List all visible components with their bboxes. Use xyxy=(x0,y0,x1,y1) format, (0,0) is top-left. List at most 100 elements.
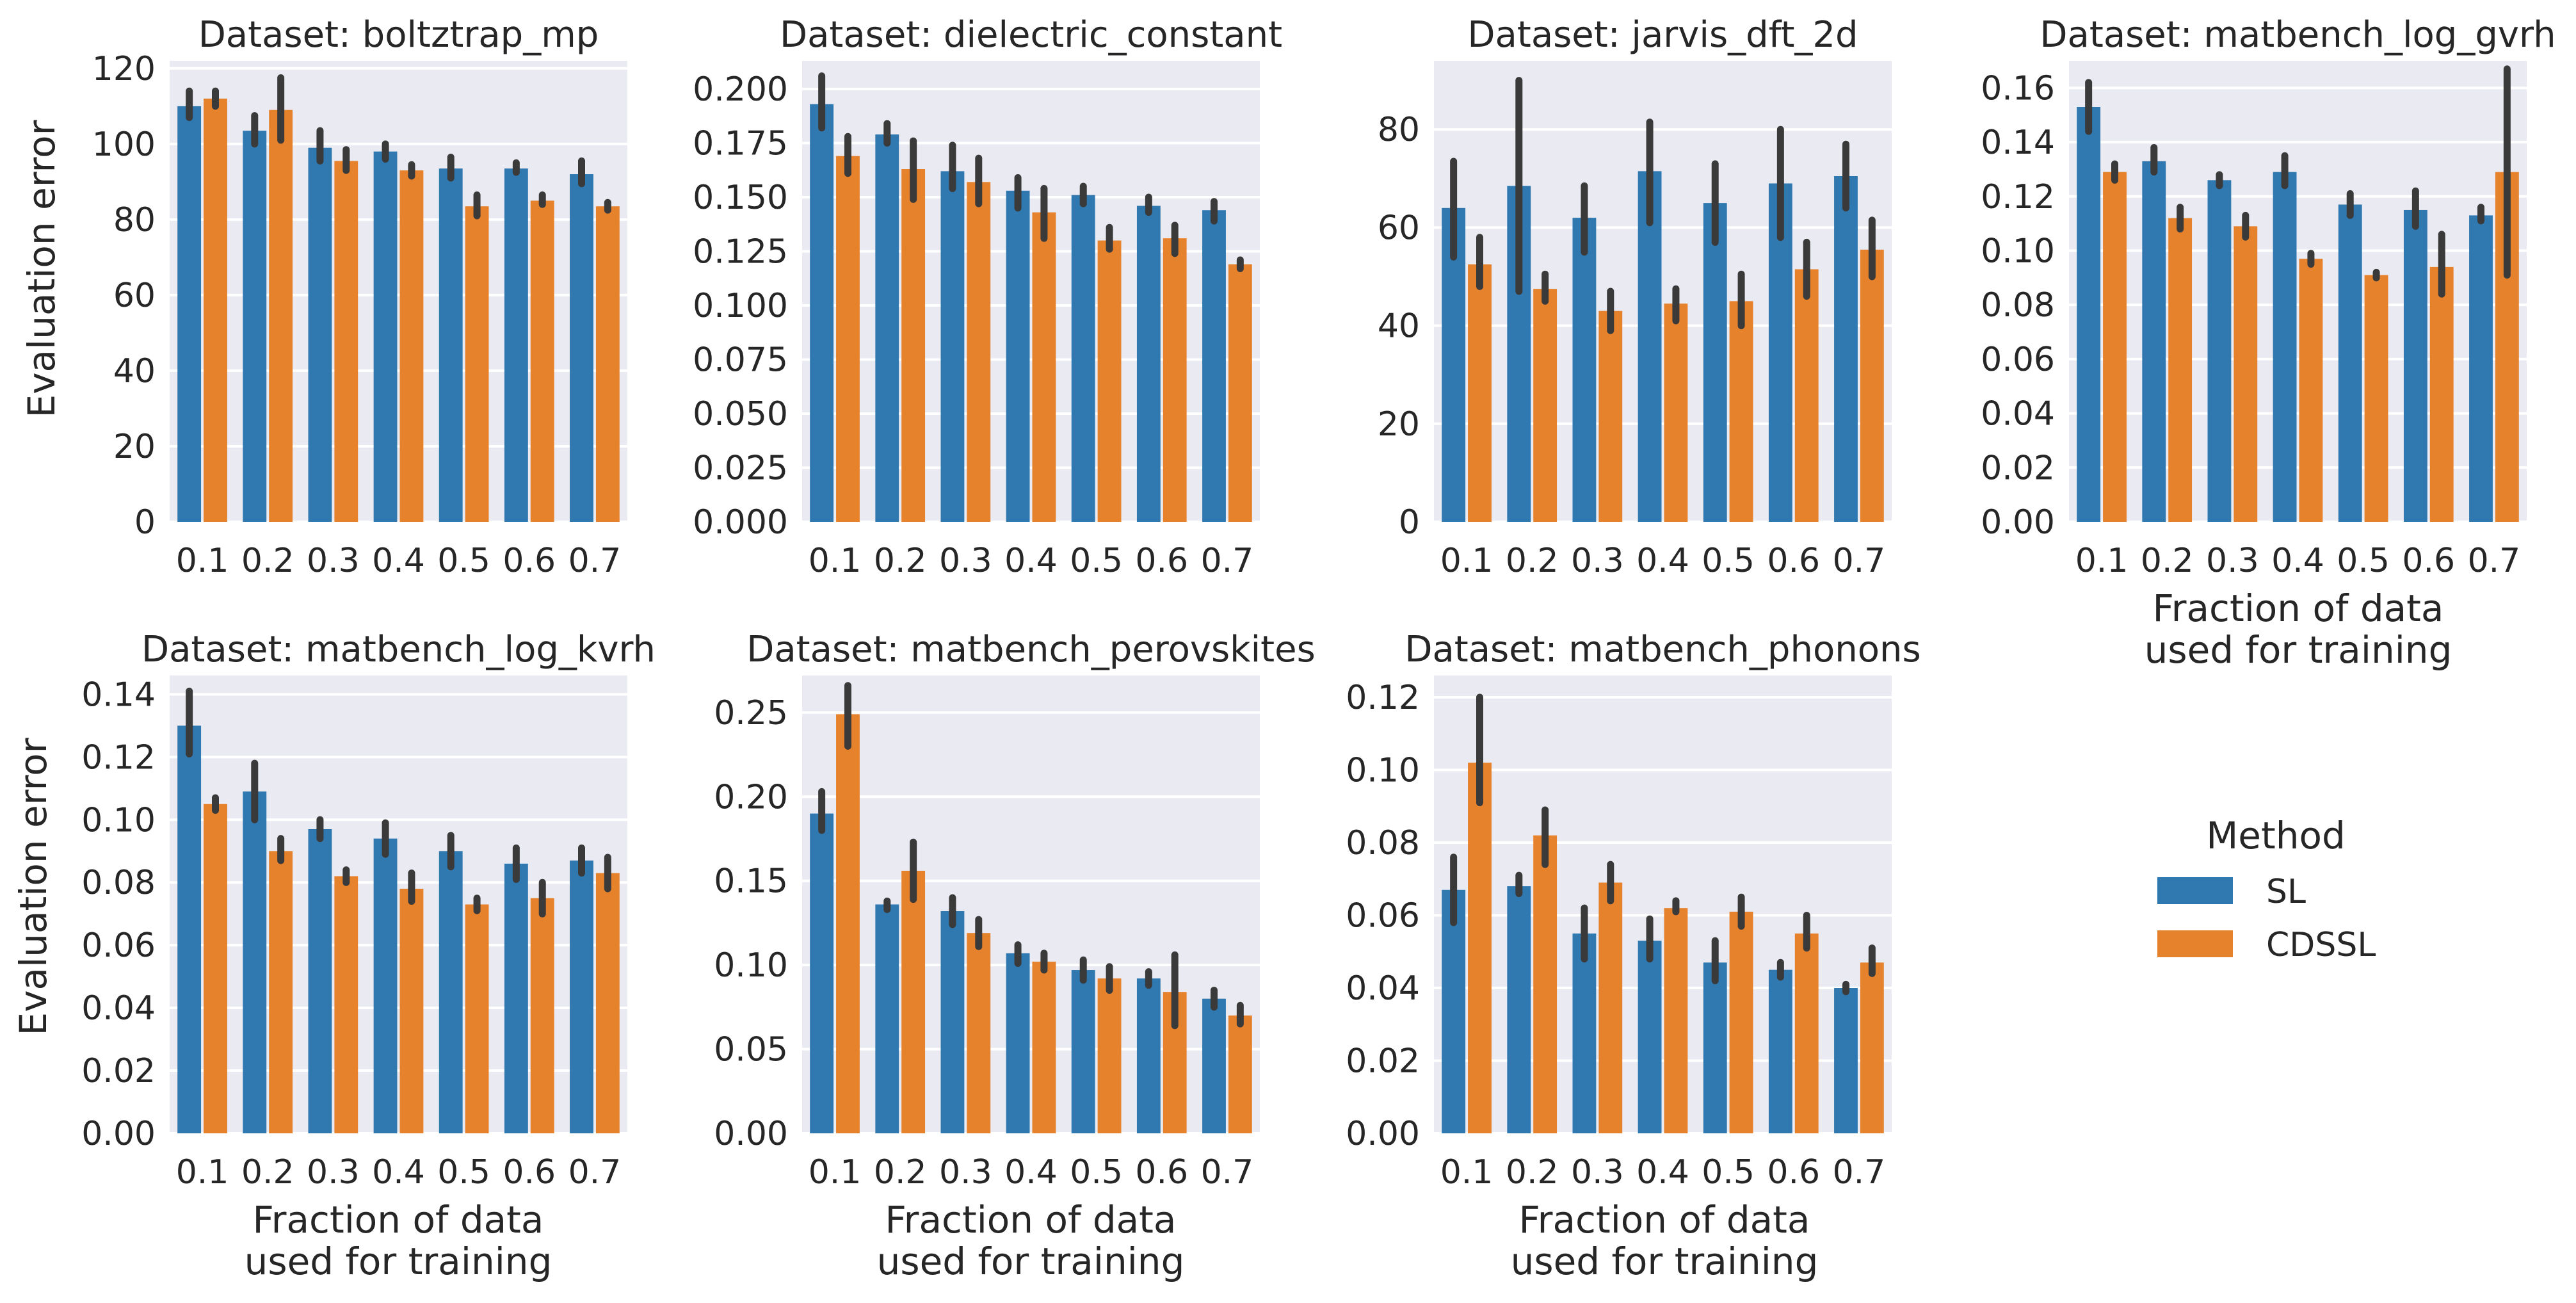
bar-sl xyxy=(2338,204,2362,522)
bar-cdssl xyxy=(530,200,554,522)
bar-sl xyxy=(243,791,267,1133)
x-tick-label: 0.7 xyxy=(1833,1153,1886,1192)
x-tick-label: 0.4 xyxy=(372,1153,425,1192)
y-tick-label: 0.10 xyxy=(714,946,788,985)
x-tick-label: 0.1 xyxy=(176,542,229,580)
bar-cdssl xyxy=(967,933,991,1133)
panel-perovskites: 0.00 0.05 0.10 0.15 0.20 0.25 Dataset: matbenc… xyxy=(714,629,1316,1192)
panel-title: Dataset: matbench_log_kvrh xyxy=(141,629,656,670)
bar-sl xyxy=(1071,195,1095,522)
y-tick-label: 0.10 xyxy=(1346,752,1420,790)
bar-cdssl xyxy=(1228,1015,1252,1133)
bar-cdssl xyxy=(1729,911,1753,1133)
bar-cdssl xyxy=(967,182,991,522)
bar-sl xyxy=(243,131,267,522)
bar-cdssl xyxy=(269,851,293,1133)
y-tick-label: 0.06 xyxy=(81,927,156,965)
bar-sl xyxy=(308,147,332,522)
y-tick-label: 0.20 xyxy=(714,778,788,816)
y-tick-label: 0.000 xyxy=(693,503,788,542)
legend-title: Method xyxy=(2206,814,2346,857)
y-tick-label: 20 xyxy=(113,428,156,466)
y-tick-label: 40 xyxy=(113,352,156,391)
y-tick-label: 0.12 xyxy=(1346,679,1420,717)
x-axis-label-kvrh-line1: Fraction of data xyxy=(253,1198,544,1242)
panel-gvrh: 0.00 0.02 0.04 0.06 0.08 0.10 0.12 0.14 0.16 Data… xyxy=(1981,14,2556,580)
bar-cdssl xyxy=(1729,301,1753,522)
y-tick-label: 0.00 xyxy=(1981,503,2055,542)
y-tick-label: 0 xyxy=(134,503,156,542)
y-tick-label: 0.175 xyxy=(693,124,788,163)
x-tick-label: 0.6 xyxy=(503,542,556,580)
bar-cdssl xyxy=(269,109,293,522)
x-tick-label: 0.7 xyxy=(1833,542,1886,580)
x-axis-label-perovskites-line2: used for training xyxy=(877,1240,1185,1283)
bar-cdssl xyxy=(334,876,358,1133)
bar-cdssl xyxy=(2364,275,2388,522)
bar-cdssl xyxy=(1468,763,1492,1133)
bar-cdssl xyxy=(1860,962,1884,1133)
panel-boltztrap: 0 20 40 60 80 100 120 Dataset: boltztrap_mp 0.1 0… xyxy=(92,14,627,580)
bar-sl xyxy=(570,174,593,522)
bar-sl xyxy=(810,813,834,1133)
bar-sl xyxy=(1703,203,1727,522)
bar-cdssl xyxy=(836,156,860,522)
panel-dielectric: 0.000 0.025 0.050 0.075 0.100 0.125 0.150 0.175… xyxy=(693,14,1282,580)
bar-sl xyxy=(940,171,965,522)
plot-area xyxy=(802,676,1260,1133)
bar-sl xyxy=(1834,988,1858,1133)
y-tick-label: 0.12 xyxy=(1981,178,2055,216)
y-axis-label-bottom: Evaluation error xyxy=(12,738,55,1035)
x-tick-label: 0.2 xyxy=(1506,542,1559,580)
y-axis-label-top: Evaluation error xyxy=(20,120,63,417)
bar-sl xyxy=(439,168,463,522)
y-tick-label: 0.00 xyxy=(81,1115,156,1153)
bar-cdssl xyxy=(1664,908,1688,1133)
y-tick-label: 80 xyxy=(1378,111,1420,149)
bar-cdssl xyxy=(399,889,424,1133)
bar-sl xyxy=(2469,215,2493,522)
y-tick-label: 0 xyxy=(1399,503,1420,542)
bar-cdssl xyxy=(836,714,860,1133)
y-tick-label: 0.12 xyxy=(81,738,156,777)
y-tick-label: 0.16 xyxy=(1981,69,2055,108)
y-tick-label: 0.05 xyxy=(714,1031,788,1069)
x-tick-label: 0.6 xyxy=(1135,1153,1188,1192)
y-tick-label: 0.06 xyxy=(1346,897,1420,935)
x-tick-label: 0.3 xyxy=(939,542,992,580)
x-tick-label: 0.4 xyxy=(2271,542,2324,580)
x-tick-label: 0.7 xyxy=(568,542,622,580)
x-tick-label: 0.2 xyxy=(874,542,927,580)
x-axis-label-phonons-line1: Fraction of data xyxy=(1519,1198,1810,1242)
bar-sl xyxy=(1507,886,1531,1133)
bar-sl xyxy=(439,851,463,1133)
x-tick-label: 0.2 xyxy=(241,1153,294,1192)
bar-sl xyxy=(2142,161,2166,522)
x-tick-label: 0.6 xyxy=(1135,542,1188,580)
bar-cdssl xyxy=(1097,240,1122,522)
bar-cdssl xyxy=(595,206,620,522)
legend-swatch-cdssl xyxy=(2157,930,2233,957)
x-tick-label: 0.5 xyxy=(2337,542,2390,580)
y-tick-label: 0.04 xyxy=(81,989,156,1028)
bar-sl xyxy=(177,725,202,1133)
x-tick-label: 0.5 xyxy=(1702,1153,1755,1192)
bar-cdssl xyxy=(1097,978,1122,1133)
y-tick-label: 60 xyxy=(113,277,156,315)
y-tick-label: 0.025 xyxy=(693,449,788,487)
x-tick-label: 0.1 xyxy=(1440,1153,1493,1192)
bar-sl xyxy=(2403,209,2427,522)
bar-sl xyxy=(570,860,593,1133)
y-tick-label: 120 xyxy=(92,50,156,88)
bar-sl xyxy=(308,829,332,1133)
x-tick-label: 0.6 xyxy=(1767,1153,1820,1192)
y-tick-label: 0.15 xyxy=(714,862,788,901)
x-tick-label: 0.3 xyxy=(307,542,360,580)
y-tick-label: 0.200 xyxy=(693,70,788,109)
bar-sl xyxy=(1768,969,1792,1133)
bar-cdssl xyxy=(465,206,489,522)
bar-sl xyxy=(1638,941,1662,1133)
y-tick-label: 0.150 xyxy=(693,179,788,217)
x-axis-label-gvrh-line1: Fraction of data xyxy=(2153,587,2444,630)
x-tick-label: 0.7 xyxy=(1201,1153,1254,1192)
